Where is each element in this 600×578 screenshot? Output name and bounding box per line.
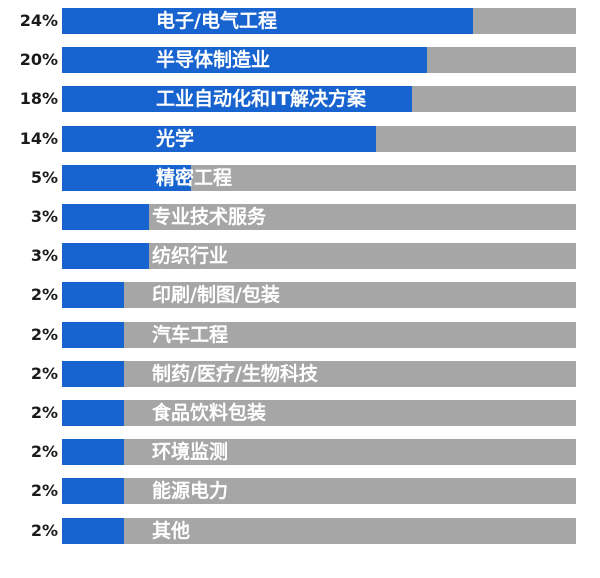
bar-value-label: 5% xyxy=(30,167,58,187)
bar xyxy=(62,439,124,466)
bar-value-label: 18% xyxy=(19,89,58,109)
bar-value-label: 3% xyxy=(30,246,58,266)
bar-value-label: 14% xyxy=(19,128,58,148)
bar-row: 24% 电子/电气工程 xyxy=(0,8,600,34)
bar xyxy=(62,400,124,426)
bar-category-label: 环境监测 xyxy=(152,441,229,464)
bar-track xyxy=(62,478,576,505)
bar-value-label: 2% xyxy=(30,363,58,383)
bar-row: 2% 能源电力 xyxy=(0,478,600,505)
bar xyxy=(62,204,149,230)
bar-value-label: 2% xyxy=(30,403,58,422)
bar-value-label: 2% xyxy=(30,324,58,344)
bar-category-label: 印刷/制图/包装 xyxy=(152,284,280,307)
bar-track xyxy=(62,400,576,426)
bar-category-label: 专业技术服务 xyxy=(152,206,267,228)
bar-category-label: 其他 xyxy=(152,519,191,542)
bar xyxy=(62,164,191,191)
bar-value-label: 3% xyxy=(30,207,58,226)
bar xyxy=(62,321,124,348)
bar-row: 18% 工业自动化和IT解决方案 xyxy=(0,86,600,113)
bar-value-label: 20% xyxy=(19,50,58,70)
bar-value-label: 24% xyxy=(19,11,58,30)
bar-row: 2% 印刷/制图/包装 xyxy=(0,282,600,309)
bar xyxy=(62,517,124,544)
bar-row: 2% 制药/医疗/生物科技 xyxy=(0,360,600,387)
bar-category-label: 光学 xyxy=(156,127,195,150)
bar-track xyxy=(62,321,576,348)
bar-category-label: 纺织行业 xyxy=(152,245,229,268)
bar-category-label: 食品饮料包装 xyxy=(152,402,267,424)
bar-value-label: 2% xyxy=(30,442,58,462)
bar xyxy=(62,8,473,34)
bar xyxy=(62,360,124,387)
bar-value-label: 2% xyxy=(30,520,58,540)
bar-row: 14% 光学 xyxy=(0,125,600,152)
bar xyxy=(62,47,427,74)
bar-track xyxy=(62,517,576,544)
bar-category-label: 电子/电气工程 xyxy=(156,10,277,32)
bar-value-label: 2% xyxy=(30,285,58,305)
bar-row: 2% 其他 xyxy=(0,517,600,544)
bar-category-label: 汽车工程 xyxy=(152,323,229,346)
bar-track xyxy=(62,439,576,466)
bar-category-label: 制药/医疗/生物科技 xyxy=(152,362,318,385)
bar-track xyxy=(62,282,576,309)
bar-row: 5% 精密工程 xyxy=(0,164,600,191)
bar xyxy=(62,243,149,270)
bar xyxy=(62,86,412,113)
bar-category-label: 能源电力 xyxy=(152,480,229,503)
bar-track xyxy=(62,360,576,387)
bar-row: 2% 汽车工程 xyxy=(0,321,600,348)
bar xyxy=(62,478,124,505)
bar-value-label: 2% xyxy=(30,481,58,501)
bar-row: 3% 纺织行业 xyxy=(0,243,600,270)
bar-category-label: 精密工程 xyxy=(156,166,233,189)
bar-category-label: 半导体制造业 xyxy=(156,49,271,72)
bar-category-label: 工业自动化和IT解决方案 xyxy=(156,88,367,111)
bar xyxy=(62,282,124,309)
bar-row: 3% 专业技术服务 xyxy=(0,204,600,230)
bar-row: 20% 半导体制造业 xyxy=(0,47,600,74)
bar-row: 2% 环境监测 xyxy=(0,439,600,466)
bar xyxy=(62,125,376,152)
bar-row: 2% 食品饮料包装 xyxy=(0,400,600,426)
